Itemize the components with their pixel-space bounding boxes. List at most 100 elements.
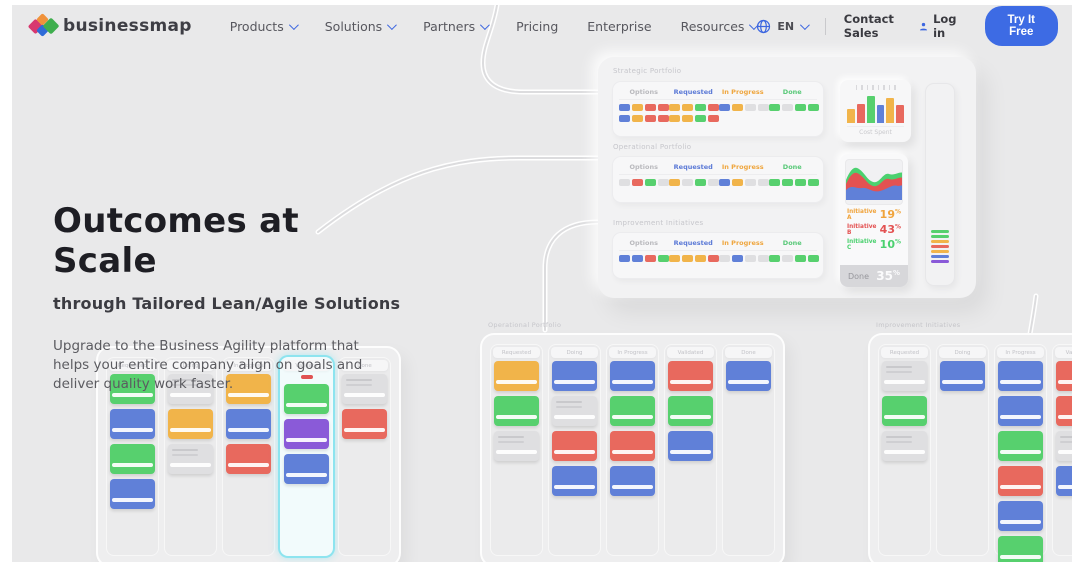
- done-value: 35%: [876, 269, 900, 283]
- task-chip: [682, 104, 693, 111]
- task-chip: [695, 255, 706, 262]
- task-chip: [669, 179, 680, 186]
- kanban-column-header: Requested: [109, 360, 156, 371]
- kanban-card: [110, 479, 155, 509]
- nav-item-partners[interactable]: Partners: [423, 19, 490, 34]
- kanban-board-team-2: Operational Portfolio Requested Doing In P…: [480, 321, 785, 562]
- task-chip: [732, 179, 743, 186]
- kanban-column-header: Doing: [551, 347, 598, 358]
- hero-section: Outcomes at Scale through Tailored Lean/…: [53, 201, 413, 394]
- task-chip: [658, 104, 669, 111]
- stat-row: Initiative C 10%: [847, 238, 901, 251]
- kanban-card: [226, 374, 271, 404]
- kanban-column: Validated: [1052, 344, 1072, 556]
- kanban-card: [610, 431, 655, 461]
- kanban-card: [226, 444, 271, 474]
- kanban-card: [552, 431, 597, 461]
- kanban-column-header: In Progress: [997, 347, 1044, 358]
- nav-item-products[interactable]: Products: [230, 19, 299, 34]
- task-chip: [808, 104, 819, 111]
- brand-logo[interactable]: businessmap: [27, 13, 192, 39]
- wip-limit-marker: [300, 375, 313, 379]
- task-chip: [619, 255, 630, 262]
- kanban-card: [168, 409, 213, 439]
- cost-ticks: [847, 85, 904, 90]
- task-chip: [708, 179, 719, 186]
- task-chip: [719, 255, 730, 262]
- chevron-down-icon: [387, 19, 398, 30]
- kanban-card: [168, 444, 213, 474]
- mini-column-header: Options: [629, 239, 658, 247]
- nav-item-resources[interactable]: Resources: [681, 19, 760, 34]
- task-chip: [732, 255, 743, 262]
- kanban-card: [552, 396, 597, 426]
- contact-sales-link[interactable]: Contact Sales: [843, 12, 894, 40]
- kanban-card: [882, 361, 927, 391]
- nav-item-enterprise[interactable]: Enterprise: [587, 18, 652, 34]
- mini-column-header: Done: [782, 88, 802, 96]
- kanban-column: In Progress: [606, 344, 659, 556]
- task-chip: [795, 179, 806, 186]
- task-chip: [669, 115, 680, 122]
- mini-column-header: Done: [782, 239, 802, 247]
- task-chip: [758, 255, 769, 262]
- mini-column-header: Options: [629, 88, 658, 96]
- language-selector[interactable]: EN: [756, 19, 811, 34]
- kanban-card: [284, 419, 329, 449]
- task-chip: [745, 255, 756, 262]
- kanban-column: Doing: [548, 344, 601, 556]
- kanban-card: [226, 409, 271, 439]
- hero-title: Outcomes at Scale: [53, 201, 299, 281]
- kanban-card: [342, 374, 387, 404]
- nav-right-group: EN Contact Sales Log in Try It Free: [756, 6, 1058, 46]
- task-chip: [645, 255, 656, 262]
- task-chip: [758, 179, 769, 186]
- task-chip: [658, 255, 669, 262]
- timeline-side-card: [925, 83, 955, 286]
- kanban-column: Doing: [164, 357, 217, 556]
- cost-spent-card: Cost Spent: [840, 80, 911, 142]
- kanban-card: [110, 374, 155, 404]
- task-chip: [695, 104, 706, 111]
- task-chip: [782, 179, 793, 186]
- kanban-column-header: Done: [725, 347, 772, 358]
- task-chip: [732, 104, 743, 111]
- board-title: Improvement Initiatives: [876, 321, 961, 329]
- task-chip: [719, 179, 730, 186]
- task-chip: [745, 104, 756, 111]
- task-chip: [682, 179, 693, 186]
- board-title: Operational Portfolio: [488, 321, 562, 329]
- kanban-card: [668, 361, 713, 391]
- task-chip: [669, 104, 680, 111]
- task-chip: [808, 255, 819, 262]
- nav-item-pricing[interactable]: Pricing: [516, 18, 559, 34]
- task-chip: [695, 115, 706, 122]
- try-it-free-button[interactable]: Try It Free: [984, 6, 1058, 46]
- portfolio-dashboard-illustration: Strategic Portfolio Options Requested In P…: [598, 57, 976, 298]
- task-chip: [632, 104, 643, 111]
- globe-icon: [757, 19, 771, 33]
- task-chip: [708, 104, 719, 111]
- kanban-card: [110, 409, 155, 439]
- stat-row: Initiative A 19%: [847, 208, 901, 221]
- kanban-card: [998, 536, 1043, 562]
- mini-column-header: In Progress: [721, 239, 764, 247]
- nav-item-solutions[interactable]: Solutions: [325, 19, 398, 34]
- kanban-column: In Progress: [994, 344, 1047, 562]
- task-chip: [745, 179, 756, 186]
- login-link[interactable]: Log in: [919, 12, 960, 40]
- task-chip: [658, 115, 669, 122]
- stat-rows: Initiative A 19% Initiative B 43% Initiative…: [840, 207, 908, 252]
- task-chip: [782, 104, 793, 111]
- section-title-operational: Operational Portfolio: [613, 143, 692, 151]
- mini-column-header: In Progress: [721, 88, 764, 96]
- kanban-card: [610, 396, 655, 426]
- chevron-down-icon: [288, 19, 299, 30]
- kanban-board-team-1: Requested Doing In Progress Validate Done: [96, 346, 401, 562]
- task-chip: [795, 104, 806, 111]
- kanban-column-header: Doing: [167, 360, 214, 371]
- task-chip: [708, 115, 719, 122]
- area-chart: [845, 159, 903, 205]
- kanban-card: [668, 431, 713, 461]
- kanban-card: [998, 361, 1043, 391]
